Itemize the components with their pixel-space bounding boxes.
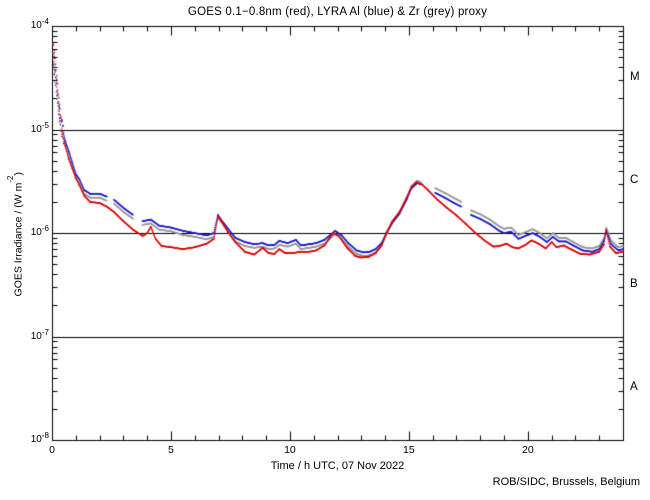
flare-class-label-a: A <box>630 381 638 394</box>
y-axis-label-exponent: -2 <box>5 175 15 183</box>
y-tick-label: 10-7 <box>3 327 49 343</box>
x-tick-label: 0 <box>49 444 55 456</box>
x-tick-label: 10 <box>284 444 296 456</box>
x-tick-label: 5 <box>168 444 174 456</box>
y-tick-label: 10-8 <box>3 431 49 446</box>
chart-title: GOES 0.1−0.8nm (red), LYRA Al (blue) & Z… <box>187 6 488 18</box>
y-tick-exponent: -8 <box>41 431 49 440</box>
y-tick-base: 10 <box>30 330 42 342</box>
y-tick-exponent: -7 <box>41 327 49 337</box>
y-axis-label-text: GOES Irradiance / (W m <box>12 182 25 297</box>
y-tick-label: 10-4 <box>3 17 49 32</box>
x-tick-label: 20 <box>521 444 534 456</box>
y-tick-label: 10-5 <box>3 120 49 136</box>
y-tick-exponent: -5 <box>41 120 49 130</box>
y-tick-base: 10 <box>30 434 42 445</box>
y-tick-base: 10 <box>30 123 42 135</box>
flare-class-label-c: C <box>630 174 639 187</box>
y-tick-base: 10 <box>30 227 42 238</box>
y-tick-label: 10-6 <box>3 224 49 239</box>
x-tick-label: 15 <box>403 444 415 456</box>
y-tick-exponent: -4 <box>41 17 49 26</box>
credit-text: ROB/SIDC, Brussels, Belgium <box>492 476 640 488</box>
y-tick-base: 10 <box>30 20 42 31</box>
flare-class-label-m: M <box>630 70 640 83</box>
flare-class-label-b: B <box>630 277 638 290</box>
x-axis-label: Time / h UTC, 07 Nov 2022 <box>270 460 405 472</box>
y-tick-exponent: -6 <box>41 224 49 233</box>
